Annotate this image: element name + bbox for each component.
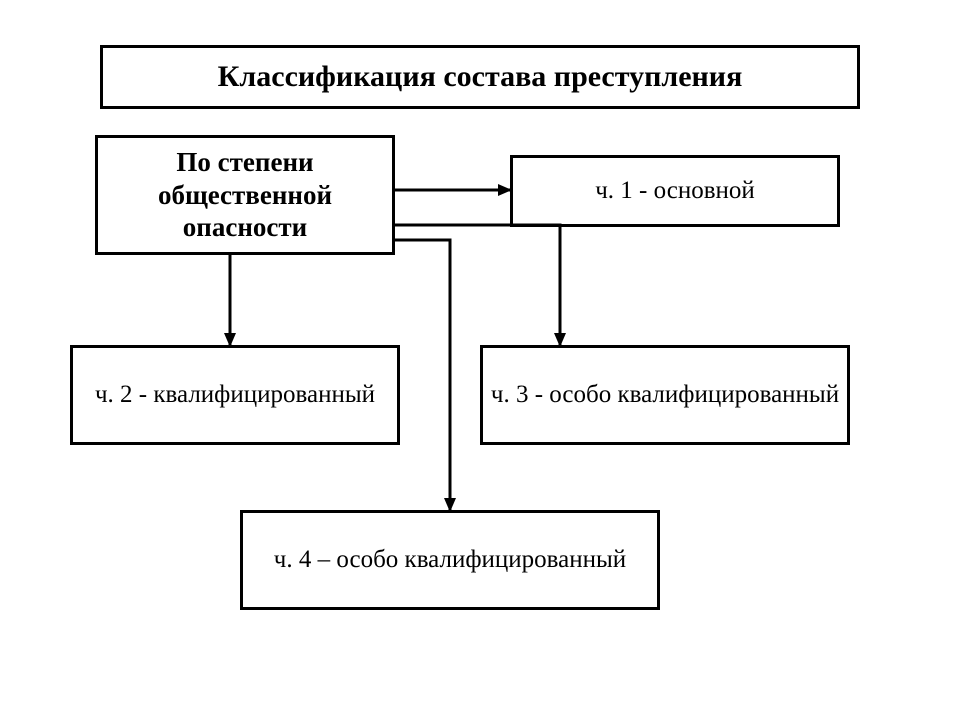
node-basic: ч. 1 - основной xyxy=(510,155,840,227)
node-especially-qualified-4-text: ч. 4 – особо квалифицированный xyxy=(274,545,626,575)
node-especially-qualified-3: ч. 3 - особо квалифицированный xyxy=(480,345,850,445)
node-especially-qualified-3-text: ч. 3 - особо квалифицированный xyxy=(491,380,839,410)
title-box: Классификация состава преступления xyxy=(100,45,860,109)
node-qualified: ч. 2 - квалифицированный xyxy=(70,345,400,445)
node-especially-qualified-4: ч. 4 – особо квалифицированный xyxy=(240,510,660,610)
title-text: Классификация состава преступления xyxy=(218,59,743,95)
diagram-stage: Классификация состава преступления По ст… xyxy=(0,0,960,720)
node-basic-text: ч. 1 - основной xyxy=(595,176,755,206)
source-box: По степени общественной опасности xyxy=(95,135,395,255)
source-text: По степени общественной опасности xyxy=(106,146,384,243)
node-qualified-text: ч. 2 - квалифицированный xyxy=(95,380,375,410)
